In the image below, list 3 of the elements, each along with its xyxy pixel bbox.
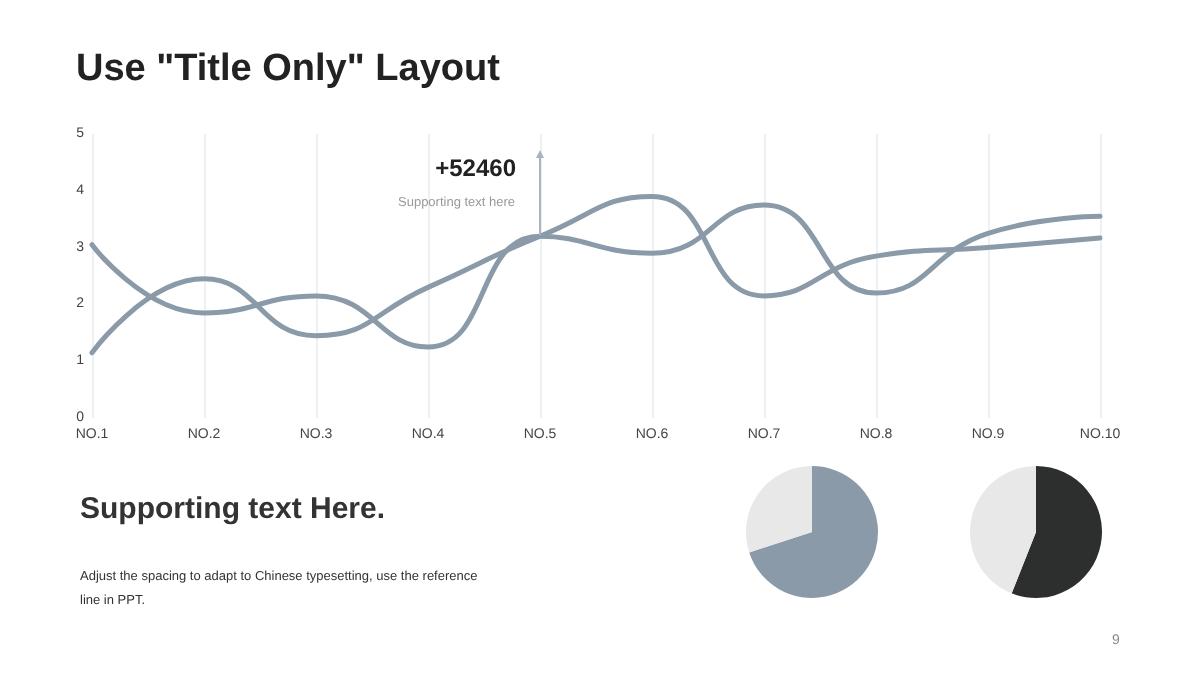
chart-title: Use "Title Only" Layout — [76, 48, 500, 92]
text: Supporting text Here. — [80, 492, 386, 526]
annotation: +52460 — [435, 153, 516, 182]
